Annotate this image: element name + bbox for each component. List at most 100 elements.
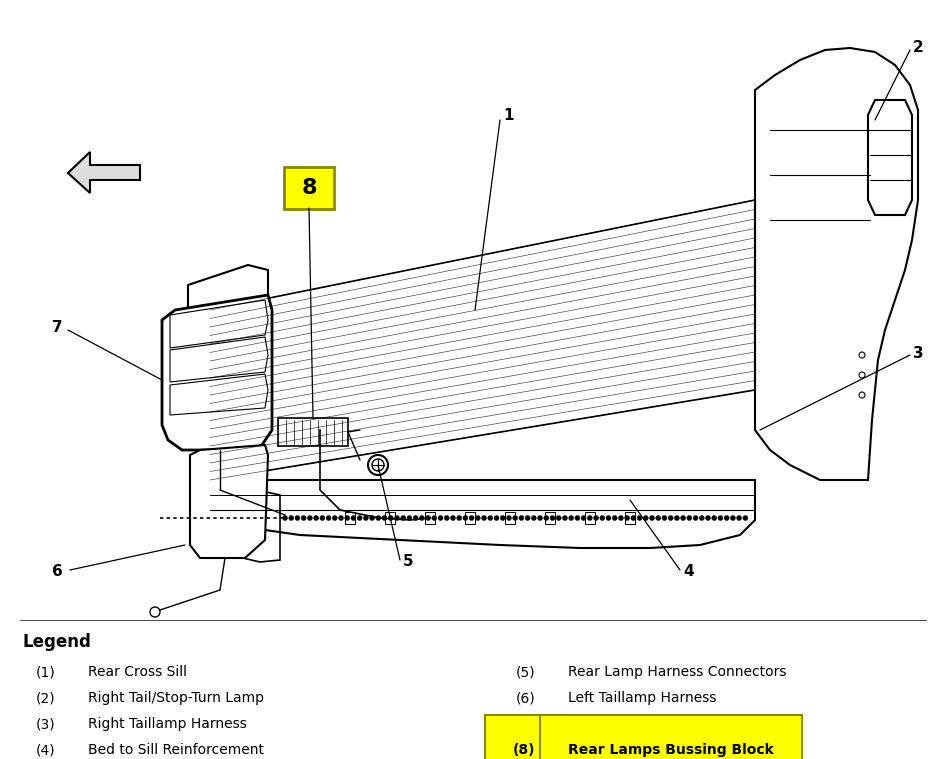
Text: 7: 7	[52, 320, 62, 335]
Bar	[505, 512, 515, 524]
Text: 2: 2	[913, 40, 923, 55]
Text: Right Taillamp Harness: Right Taillamp Harness	[88, 717, 247, 731]
Circle shape	[706, 515, 710, 521]
Text: Rear Cross Sill: Rear Cross Sill	[88, 665, 187, 679]
Circle shape	[344, 515, 350, 521]
Circle shape	[295, 515, 300, 521]
Text: Bed to Sill Reinforcement: Bed to Sill Reinforcement	[88, 743, 264, 757]
Circle shape	[438, 515, 443, 521]
Text: Left Taillamp Harness: Left Taillamp Harness	[568, 691, 716, 705]
Circle shape	[401, 515, 406, 521]
Circle shape	[637, 515, 642, 521]
Text: Rear Lamp Harness Connectors: Rear Lamp Harness Connectors	[568, 665, 786, 679]
Circle shape	[358, 515, 362, 521]
Circle shape	[283, 515, 288, 521]
Circle shape	[624, 515, 630, 521]
Circle shape	[500, 515, 505, 521]
Circle shape	[394, 515, 399, 521]
Circle shape	[581, 515, 587, 521]
Circle shape	[450, 515, 455, 521]
Circle shape	[643, 515, 648, 521]
Bar	[385, 512, 395, 524]
Text: (1): (1)	[35, 665, 55, 679]
Bar	[345, 512, 355, 524]
Circle shape	[593, 515, 599, 521]
Circle shape	[289, 515, 293, 521]
Circle shape	[307, 515, 312, 521]
Bar	[278, 418, 348, 446]
Text: 1: 1	[503, 108, 514, 122]
Circle shape	[363, 515, 368, 521]
Circle shape	[743, 515, 748, 521]
Circle shape	[668, 515, 674, 521]
Circle shape	[725, 515, 729, 521]
Text: (5): (5)	[516, 665, 535, 679]
Polygon shape	[162, 295, 272, 450]
Circle shape	[513, 515, 517, 521]
Circle shape	[575, 515, 580, 521]
Circle shape	[600, 515, 604, 521]
Circle shape	[494, 515, 499, 521]
Text: 3: 3	[913, 345, 923, 361]
Circle shape	[687, 515, 692, 521]
Circle shape	[544, 515, 549, 521]
Circle shape	[525, 515, 530, 521]
Circle shape	[532, 515, 536, 521]
Circle shape	[711, 515, 717, 521]
Circle shape	[326, 515, 331, 521]
Circle shape	[351, 515, 356, 521]
Circle shape	[370, 515, 375, 521]
Text: Left Tail/Stop-Turn Lamp: Left Tail/Stop-Turn Lamp	[568, 717, 734, 731]
Circle shape	[382, 515, 387, 521]
Circle shape	[332, 515, 338, 521]
Circle shape	[426, 515, 430, 521]
Circle shape	[314, 515, 319, 521]
Polygon shape	[190, 445, 268, 558]
Circle shape	[606, 515, 611, 521]
Bar	[545, 512, 555, 524]
Text: Rear Lamps Bussing Block: Rear Lamps Bussing Block	[568, 743, 774, 757]
Polygon shape	[188, 265, 268, 310]
Circle shape	[469, 515, 474, 521]
Text: Legend: Legend	[22, 633, 91, 651]
Text: 8: 8	[301, 178, 317, 198]
Circle shape	[693, 515, 698, 521]
Text: (6): (6)	[516, 691, 535, 705]
Bar	[465, 512, 475, 524]
Circle shape	[612, 515, 617, 521]
Text: (4): (4)	[35, 743, 55, 757]
Text: (7): (7)	[516, 717, 535, 731]
Circle shape	[506, 515, 512, 521]
Bar	[425, 512, 435, 524]
Circle shape	[407, 515, 412, 521]
Bar	[625, 512, 635, 524]
Circle shape	[563, 515, 568, 521]
Circle shape	[680, 515, 686, 521]
Circle shape	[413, 515, 418, 521]
Circle shape	[569, 515, 573, 521]
Circle shape	[488, 515, 493, 521]
Circle shape	[718, 515, 723, 521]
Text: (3): (3)	[35, 717, 55, 731]
Circle shape	[656, 515, 660, 521]
Circle shape	[662, 515, 667, 521]
Text: Right Tail/Stop-Turn Lamp: Right Tail/Stop-Turn Lamp	[88, 691, 264, 705]
Circle shape	[419, 515, 425, 521]
Text: (2): (2)	[35, 691, 55, 705]
Circle shape	[699, 515, 704, 521]
Polygon shape	[755, 48, 918, 480]
Circle shape	[463, 515, 468, 521]
Circle shape	[587, 515, 592, 521]
Polygon shape	[868, 100, 912, 215]
Circle shape	[431, 515, 437, 521]
Text: 6: 6	[52, 565, 62, 580]
FancyBboxPatch shape	[284, 167, 334, 209]
Circle shape	[457, 515, 462, 521]
Circle shape	[556, 515, 561, 521]
Circle shape	[519, 515, 524, 521]
Text: 5: 5	[403, 555, 413, 569]
Circle shape	[550, 515, 555, 521]
Text: 4: 4	[683, 565, 693, 580]
Circle shape	[475, 515, 481, 521]
Circle shape	[737, 515, 742, 521]
